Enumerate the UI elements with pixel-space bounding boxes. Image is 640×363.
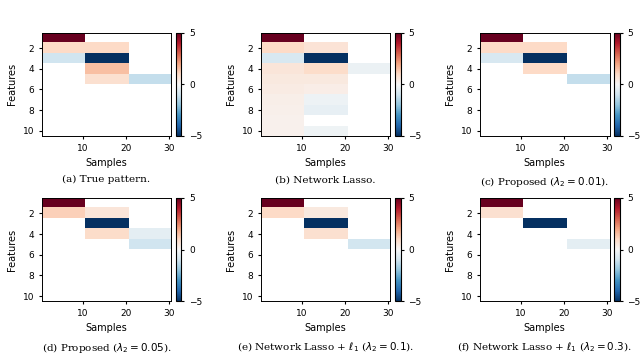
X-axis label: Samples: Samples (86, 323, 127, 334)
Text: (b) Network Lasso.: (b) Network Lasso. (275, 175, 376, 184)
X-axis label: Samples: Samples (305, 158, 346, 168)
Text: (d) Proposed ($\lambda_2 = 0.05$).: (d) Proposed ($\lambda_2 = 0.05$). (42, 340, 172, 355)
Y-axis label: Features: Features (7, 229, 17, 271)
X-axis label: Samples: Samples (524, 158, 566, 168)
Y-axis label: Features: Features (445, 229, 455, 271)
Y-axis label: Features: Features (7, 63, 17, 105)
X-axis label: Samples: Samples (86, 158, 127, 168)
Y-axis label: Features: Features (445, 63, 455, 105)
X-axis label: Samples: Samples (524, 323, 566, 334)
X-axis label: Samples: Samples (305, 323, 346, 334)
Y-axis label: Features: Features (226, 229, 236, 271)
Text: (e) Network Lasso + $\ell_1$ ($\lambda_2 = 0.1$).: (e) Network Lasso + $\ell_1$ ($\lambda_2… (237, 340, 414, 354)
Text: (f) Network Lasso + $\ell_1$ ($\lambda_2 = 0.3$).: (f) Network Lasso + $\ell_1$ ($\lambda_2… (458, 340, 632, 354)
Text: (c) Proposed ($\lambda_2 = 0.01$).: (c) Proposed ($\lambda_2 = 0.01$). (480, 175, 609, 189)
Y-axis label: Features: Features (226, 63, 236, 105)
Text: (a) True pattern.: (a) True pattern. (63, 175, 150, 184)
